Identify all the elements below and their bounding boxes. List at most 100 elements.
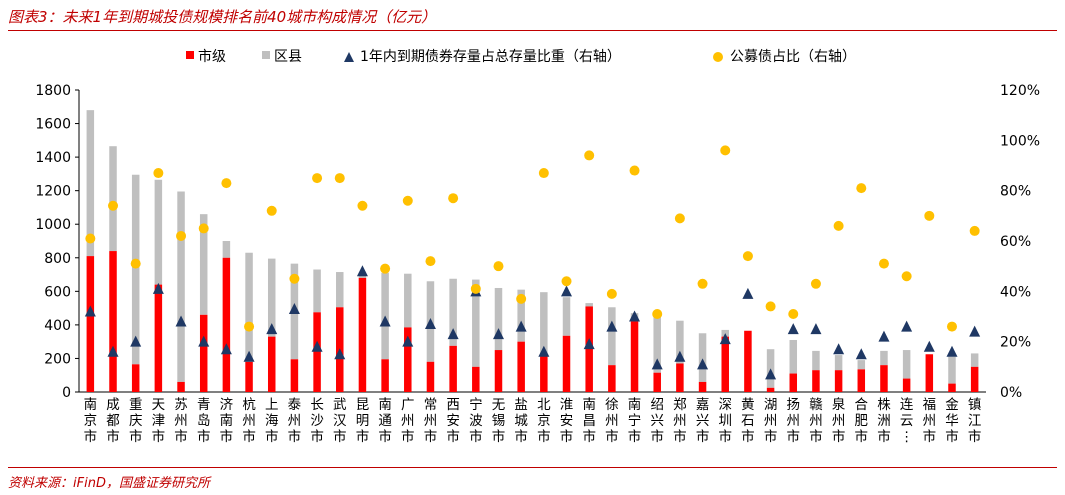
bar-city — [245, 362, 253, 392]
category-label: 泰州市 — [288, 397, 302, 445]
category-label: 赣州市 — [809, 397, 823, 445]
right-tick-label: 60% — [1000, 234, 1031, 250]
marker-maturing-share — [221, 343, 232, 354]
category-label: 济南市 — [220, 397, 234, 445]
bar-city — [109, 251, 117, 392]
marker-maturing-share — [833, 343, 844, 354]
bar-district — [790, 340, 798, 374]
marker-public-share — [675, 213, 685, 223]
marker-public-share — [834, 221, 844, 231]
left-tick-label: 1200 — [35, 184, 71, 200]
marker-maturing-share — [561, 285, 572, 296]
left-tick-label: 1600 — [35, 117, 71, 133]
category-label: 南昌市 — [582, 397, 596, 445]
marker-public-share — [584, 150, 594, 160]
marker-public-share — [652, 309, 662, 319]
marker-public-share — [856, 183, 866, 193]
category-label: 黄石市 — [741, 397, 755, 445]
category-label: 株洲市 — [877, 397, 891, 445]
bar-district — [585, 303, 593, 306]
category-label: 镇江市 — [968, 397, 982, 445]
bar-city — [880, 365, 888, 392]
bar-district — [699, 333, 707, 382]
bar-city — [608, 365, 616, 392]
marker-maturing-share — [856, 348, 867, 359]
category-label: 成都市 — [106, 397, 120, 445]
marker-maturing-share — [901, 321, 912, 332]
category-label: 盐城市 — [514, 397, 528, 445]
marker-public-share — [879, 259, 889, 269]
bar-district — [223, 241, 231, 258]
marker-public-share — [516, 294, 526, 304]
category-label: 南宁市 — [628, 397, 642, 445]
category-label: 无锡市 — [492, 397, 506, 445]
category-label: 常州市 — [424, 397, 438, 445]
bar-district — [336, 272, 344, 307]
marker-public-share — [244, 322, 254, 332]
category-label: 扬州市 — [787, 397, 801, 445]
marker-public-share — [380, 264, 390, 274]
marker-maturing-share — [493, 328, 504, 339]
marker-public-share — [425, 256, 435, 266]
legend-swatch-district — [262, 51, 270, 59]
marker-maturing-share — [153, 283, 164, 294]
category-label: 郑州市 — [673, 397, 687, 445]
marker-public-share — [539, 168, 549, 178]
category-label: 长沙市 — [310, 397, 324, 445]
bar-district — [313, 270, 321, 313]
marker-public-share — [85, 233, 95, 243]
marker-public-share — [153, 168, 163, 178]
marker-public-share — [720, 145, 730, 155]
right-tick-label: 0% — [1000, 385, 1022, 401]
category-label: 绍兴市 — [650, 397, 664, 445]
bar-city — [903, 379, 911, 392]
marker-maturing-share — [878, 331, 889, 342]
bar-city — [517, 342, 525, 392]
marker-public-share — [766, 301, 776, 311]
category-label: 淮安市 — [560, 397, 574, 445]
source-note: 资料来源：iFinD，国盛证券研究所 — [8, 472, 210, 491]
left-tick-label: 200 — [44, 351, 71, 367]
marker-maturing-share — [357, 265, 368, 276]
marker-public-share — [357, 201, 367, 211]
bar-city — [268, 337, 276, 392]
marker-public-share — [811, 279, 821, 289]
legend-label-maturing-share: 1年内到期债券存量占总存量比重（右轴） — [360, 49, 621, 65]
category-label: 上海市 — [265, 397, 279, 445]
bar-district — [109, 146, 117, 251]
marker-maturing-share — [697, 358, 708, 369]
category-label: 湖州市 — [764, 397, 778, 445]
marker-maturing-share — [266, 323, 277, 334]
bar-district — [858, 360, 866, 369]
marker-maturing-share — [425, 318, 436, 329]
marker-maturing-share — [448, 328, 459, 339]
marker-public-share — [970, 226, 980, 236]
marker-public-share — [947, 322, 957, 332]
bar-city — [472, 367, 480, 392]
bar-city — [200, 315, 208, 392]
marker-public-share — [108, 201, 118, 211]
left-tick-label: 1800 — [35, 83, 71, 99]
marker-public-share — [221, 178, 231, 188]
bar-district — [812, 351, 820, 370]
bar-city — [790, 374, 798, 392]
marker-maturing-share — [108, 346, 119, 357]
marker-public-share — [788, 309, 798, 319]
legend: 市级 区县 1年内到期债券存量占总存量比重（右轴） 公募债占比（右轴） — [186, 48, 856, 65]
marker-public-share — [743, 251, 753, 261]
category-label: 西安市 — [446, 397, 460, 445]
marker-maturing-share — [130, 336, 141, 347]
marker-public-share — [289, 274, 299, 284]
marker-public-share — [493, 261, 503, 271]
marker-maturing-share — [244, 351, 255, 362]
right-tick-label: 120% — [1000, 83, 1040, 99]
bar-district — [245, 253, 253, 362]
marker-maturing-share — [289, 303, 300, 314]
marker-public-share — [335, 173, 345, 183]
bar-city — [381, 359, 389, 392]
marker-public-share — [698, 279, 708, 289]
category-label: 宁波市 — [469, 396, 483, 445]
category-label: 天津市 — [152, 397, 166, 445]
bar-district — [835, 355, 843, 370]
bar-city — [563, 336, 571, 392]
